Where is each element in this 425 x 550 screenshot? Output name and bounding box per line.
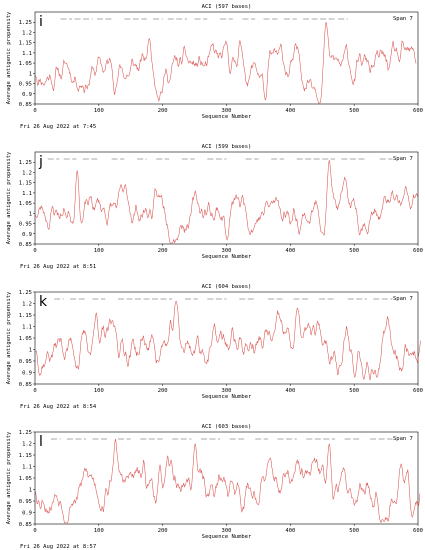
timestamp: Fri 26 Aug 2022 at 8:54 [20,404,97,410]
x-axis-label: Sequence Number [202,394,252,400]
x-axis-label: Sequence Number [202,114,252,120]
y-axis-label: Average antigenic propensity [6,151,12,244]
y-tick-label: 0.95 [19,82,32,88]
y-tick-label: 0.9 [22,232,32,238]
y-tick-label: 1.1 [22,191,32,197]
y-tick-label: 1.15 [19,453,32,459]
chart-title: ACI (603 bases) [202,424,252,430]
y-tick-label: 1.2 [22,302,32,308]
y-tick-label: 1.05 [19,476,32,482]
timestamp: Fri 26 Aug 2022 at 8:51 [20,264,96,270]
panel-letter: l [39,434,43,450]
x-tick-label: 600 [413,248,423,254]
x-tick-label: 100 [94,108,104,114]
x-tick-label: 0 [33,528,36,534]
y-tick-label: 1 [29,211,32,217]
y-tick-label: 1.1 [22,325,32,331]
x-tick-label: 600 [413,108,423,114]
x-tick-label: 300 [222,388,232,394]
x-tick-label: 400 [285,528,295,534]
y-tick-label: 1.05 [19,336,32,342]
panel-letter: k [39,294,48,310]
y-axis-label: Average antigenic propensity [6,291,12,384]
x-tick-label: 600 [413,388,423,394]
x-tick-label: 500 [349,388,359,394]
y-tick-label: 1 [29,71,32,77]
timestamp: Fri 26 Aug 2022 at 8:57 [20,544,96,550]
x-tick-label: 100 [94,528,104,534]
y-tick-label: 0.9 [22,92,32,98]
chart-title: ACI (604 bases) [202,284,252,290]
y-tick-label: 1.15 [19,41,32,47]
x-tick-label: 300 [222,528,232,534]
y-tick-label: 0.95 [19,359,32,365]
x-tick-label: 200 [158,528,168,534]
y-tick-label: 1.05 [19,201,32,207]
x-tick-label: 500 [349,248,359,254]
plot-frame [34,431,419,525]
antigenic-profile-line [35,22,417,104]
y-tick-label: 1.25 [19,430,32,436]
x-tick-label: 600 [413,528,423,534]
antigenic-profile-line [35,300,421,381]
x-tick-label: 0 [33,108,36,114]
y-tick-label: 1.1 [22,51,32,57]
x-tick-label: 300 [222,108,232,114]
x-axis-label: Sequence Number [202,534,252,540]
x-tick-label: 0 [33,248,36,254]
y-tick-label: 1.25 [19,160,32,166]
y-tick-label: 0.85 [19,102,32,108]
x-axis-label: Sequence Number [202,254,252,260]
x-tick-label: 200 [158,248,168,254]
x-tick-label: 200 [158,388,168,394]
y-tick-label: 0.9 [22,511,32,517]
y-tick-label: 0.85 [19,242,32,248]
legend-label: Span 7 [393,16,413,22]
x-tick-label: 200 [158,108,168,114]
antigenic-profile-line [35,160,418,244]
y-tick-label: 1.25 [19,20,32,26]
x-tick-label: 400 [285,248,295,254]
y-tick-label: 0.85 [19,522,32,528]
x-tick-label: 500 [349,108,359,114]
x-tick-label: 300 [222,248,232,254]
x-tick-label: 400 [285,388,295,394]
y-tick-label: 1.05 [19,61,32,67]
y-tick-label: 1.2 [22,170,32,176]
y-tick-label: 0.85 [19,382,32,388]
x-tick-label: 100 [94,388,104,394]
legend-label: Span 7 [393,156,413,162]
y-tick-label: 1 [29,348,32,354]
y-tick-label: 0.95 [19,499,32,505]
y-tick-label: 1.2 [22,30,32,36]
panel-letter: j [38,154,43,170]
y-tick-label: 0.95 [19,222,32,228]
y-axis-label: Average antigenic propensity [6,11,12,104]
legend-label: Span 7 [393,436,413,442]
y-tick-label: 0.9 [22,371,32,377]
y-tick-label: 1.25 [19,290,32,296]
legend-label: Span 7 [393,296,413,302]
y-tick-label: 1.15 [19,181,32,187]
x-tick-label: 400 [285,108,295,114]
y-axis-label: Average antigenic propensity [6,431,12,524]
x-tick-label: 500 [349,528,359,534]
x-tick-label: 100 [94,248,104,254]
timestamp: Fri 26 Aug 2022 at 7:45 [20,124,96,130]
y-tick-label: 1 [29,488,32,494]
panel-letter: i [39,14,43,30]
y-tick-label: 1.1 [22,465,32,471]
antigenic-profile-line [35,438,421,524]
y-tick-label: 1.2 [22,442,32,448]
x-tick-label: 0 [33,388,36,394]
chart-title: ACI (597 bases) [202,4,252,10]
chart-title: ACI (599 bases) [202,144,252,150]
y-tick-label: 1.15 [19,313,32,319]
plot-frame [34,291,419,385]
